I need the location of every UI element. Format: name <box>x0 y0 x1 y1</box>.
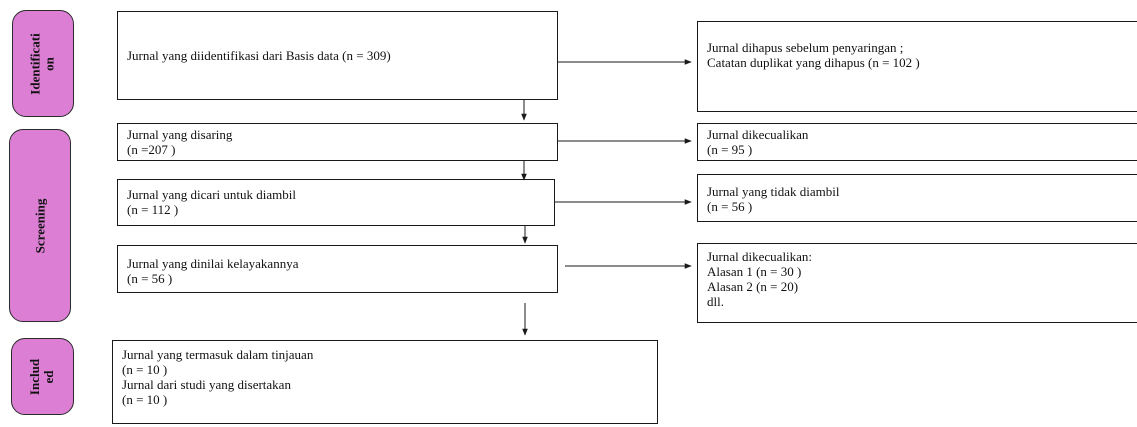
assessed-line-2: (n = 56 ) <box>127 271 173 286</box>
removed-line-1: Jurnal dihapus sebelum penyaringan ; <box>707 40 904 55</box>
screened-line-1: Jurnal yang disaring <box>127 127 233 142</box>
excluded-reasons-line-1: Jurnal dikecualikan: <box>707 249 813 264</box>
excluded-line-1: Jurnal dikecualikan <box>707 127 809 142</box>
box-assessed: Jurnal yang dinilai kelayakannya (n = 56… <box>117 245 558 293</box>
box-not-retrieved: Jurnal yang tidak diambil (n = 56 ) <box>697 174 1137 222</box>
excluded-line-2: (n = 95 ) <box>707 142 753 157</box>
phase-identification: Identificati on <box>12 10 74 117</box>
phase-screening: Screening <box>9 129 71 322</box>
box-identified: Jurnal yang diidentifikasi dari Basis da… <box>117 11 558 100</box>
box-sought: Jurnal yang dicari untuk diambil (n = 11… <box>117 179 555 226</box>
phase-included: Includ ed <box>11 338 74 415</box>
box-excluded: Jurnal dikecualikan (n = 95 ) <box>697 123 1137 161</box>
identified-line-1: Jurnal yang diidentifikasi dari Basis da… <box>127 48 391 63</box>
excluded-reasons-line-3: Alasan 2 (n = 20) <box>707 279 799 294</box>
sought-line-2: (n = 112 ) <box>127 202 179 217</box>
sought-line-1: Jurnal yang dicari untuk diambil <box>127 187 296 202</box>
screened-line-2: (n =207 ) <box>127 142 176 157</box>
included-line-2: (n = 10 ) <box>122 362 168 377</box>
included-line-1: Jurnal yang termasuk dalam tinjauan <box>122 347 314 362</box>
assessed-line-1: Jurnal yang dinilai kelayakannya <box>127 256 299 271</box>
included-line-3: Jurnal dari studi yang disertakan <box>122 377 291 392</box>
not-retrieved-line-1: Jurnal yang tidak diambil <box>707 184 840 199</box>
box-included: Jurnal yang termasuk dalam tinjauan (n =… <box>112 340 658 424</box>
included-line-4: (n = 10 ) <box>122 392 168 407</box>
box-screened: Jurnal yang disaring (n =207 ) <box>117 123 558 161</box>
not-retrieved-line-2: (n = 56 ) <box>707 199 753 214</box>
removed-line-2: Catatan duplikat yang dihapus (n = 102 ) <box>707 55 920 70</box>
excluded-reasons-line-4: dll. <box>707 294 724 309</box>
box-excluded-reasons: Jurnal dikecualikan: Alasan 1 (n = 30 ) … <box>697 243 1137 323</box>
excluded-reasons-line-2: Alasan 1 (n = 30 ) <box>707 264 802 279</box>
box-removed: Jurnal dihapus sebelum penyaringan ; Cat… <box>697 21 1137 112</box>
